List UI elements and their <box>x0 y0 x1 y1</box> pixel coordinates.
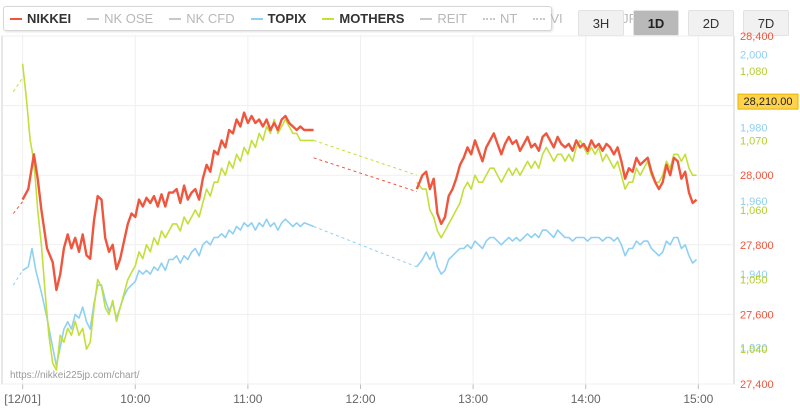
legend-label: NK CFD <box>186 11 235 26</box>
series-mothers-lunch-gap-line <box>313 139 417 176</box>
legend-label: REIT <box>437 11 467 26</box>
y-tick-label-mothers: 1,070 <box>740 135 768 147</box>
y-tick-label-nikkei: 27,600 <box>740 309 774 321</box>
range-button-group: 3H 1D 2D 7D <box>578 10 798 36</box>
series-mothers-preopen-line <box>12 77 24 92</box>
y-tick-label-topix: 1,960 <box>740 196 768 208</box>
last-price-label: 28,210.00 <box>744 96 793 108</box>
y-tick-label-topix: 1,940 <box>740 269 768 281</box>
series-nikkei-afternoon-line <box>415 132 698 226</box>
legend-item-reit[interactable]: REIT <box>420 11 467 26</box>
range-button-1d[interactable]: 1D <box>633 10 679 36</box>
legend-label: NT <box>499 11 518 26</box>
legend-item-vi[interactable]: VI <box>533 11 563 26</box>
legend-item-nt[interactable]: NT <box>482 11 518 26</box>
plot-frame <box>1 35 735 385</box>
legend-item-nk-ose[interactable]: NK OSE <box>87 11 153 26</box>
range-button-7d[interactable]: 7D <box>743 10 789 36</box>
y-tick-label-topix: 1,920 <box>740 342 768 354</box>
y-tick-label-topix: 2,000 <box>740 49 768 61</box>
legend-item-topix[interactable]: TOPIX <box>250 11 307 26</box>
x-tick-label: 14:00 <box>571 392 601 406</box>
series-topix-morning-line <box>22 218 314 367</box>
x-tick-label: 10:00 <box>120 392 150 406</box>
x-tick-label: 11:00 <box>233 392 262 406</box>
y-tick-label-mothers: 1,040 <box>740 344 768 356</box>
series-nikkei-lunch-gap-line <box>313 157 417 193</box>
series-mothers-afternoon-line <box>416 139 697 239</box>
legend-swatch-icon <box>10 17 22 20</box>
series-nikkei-morning-line <box>21 111 314 292</box>
legend-swatch-icon <box>250 17 263 20</box>
series-topix-preopen-line <box>12 270 24 286</box>
range-button-2d[interactable]: 2D <box>688 10 734 36</box>
last-price-badge <box>737 93 799 110</box>
legend-label: NIKKEI <box>27 11 72 26</box>
y-tick-label-mothers: 1,060 <box>740 205 768 217</box>
legend-label: TOPIX <box>267 11 307 26</box>
legend-swatch-icon <box>322 17 335 20</box>
legend-swatch-icon <box>482 17 495 20</box>
legend-label: VI <box>550 11 563 26</box>
y-tick-label-topix: 1,980 <box>740 123 768 135</box>
y-tick-label-mothers: 1,050 <box>740 275 768 287</box>
legend-item-nk-cfd[interactable]: NK CFD <box>169 11 235 26</box>
legend-item-mothers[interactable]: MOTHERS <box>322 11 404 26</box>
legend-swatch-icon <box>533 17 546 20</box>
series-topix-afternoon-line <box>416 229 698 275</box>
series-mothers-morning-line <box>21 63 314 371</box>
y-tick-label-mothers: 1,080 <box>740 66 768 78</box>
legend-swatch-icon <box>87 17 100 20</box>
y-tick-label-nikkei: 28,000 <box>740 170 774 182</box>
source-url: https://nikkei225jp.com/chart/ <box>10 370 140 381</box>
y-tick-label-nikkei: 27,400 <box>740 379 774 391</box>
x-tick-label: [12/01] <box>4 392 41 406</box>
x-tick-label: 12:00 <box>345 392 375 406</box>
x-tick-label: 15:00 <box>683 392 713 406</box>
series-topix-lunch-gap-line <box>313 226 417 268</box>
legend-item-nikkei[interactable]: NIKKEI <box>10 11 71 26</box>
series-nikkei-preopen-line <box>12 201 23 214</box>
x-tick-label: 13:00 <box>458 392 488 406</box>
legend-label: MOTHERS <box>339 11 405 26</box>
y-tick-label-nikkei: 28,400 <box>740 31 774 43</box>
legend-swatch-icon <box>420 17 433 20</box>
legend-swatch-icon <box>169 17 182 20</box>
legend-label: NK OSE <box>104 11 154 26</box>
y-tick-label-nikkei: 27,800 <box>740 240 774 252</box>
